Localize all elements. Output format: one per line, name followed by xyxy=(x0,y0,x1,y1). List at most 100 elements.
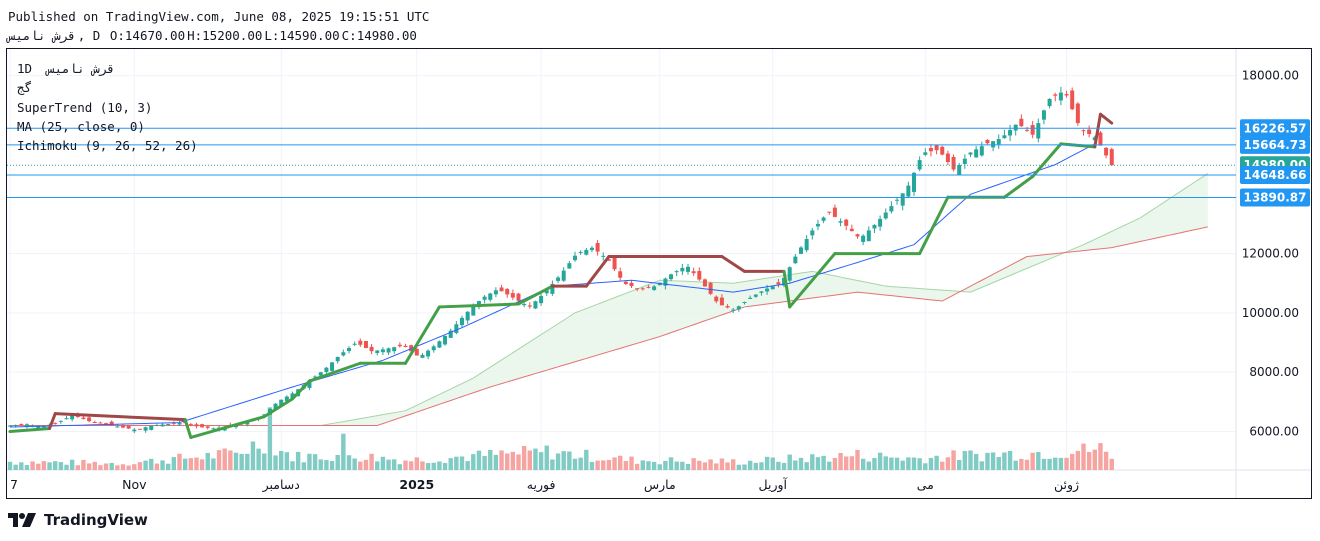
volume-bar xyxy=(731,459,736,470)
volume-bar xyxy=(239,453,244,470)
candle-body xyxy=(380,349,385,353)
supertrend-segment xyxy=(1002,174,1035,199)
volume-bar xyxy=(222,448,227,470)
candle-body xyxy=(1075,103,1080,124)
candle-body xyxy=(358,340,363,345)
volume-bar xyxy=(979,461,984,470)
y-tick-label: 12000.00 xyxy=(1242,247,1299,261)
candle-body xyxy=(748,297,753,299)
volume-bar xyxy=(98,465,103,470)
volume-bar xyxy=(928,457,934,470)
legend-ichimoku[interactable]: Ichimoku (9, 26, 52, 26) xyxy=(17,138,198,153)
volume-bar xyxy=(499,450,504,470)
volume-bar xyxy=(160,460,165,470)
candle-body xyxy=(1081,130,1086,132)
candle-body xyxy=(652,286,657,290)
volume-bar xyxy=(533,448,538,470)
candle-body xyxy=(578,252,583,254)
candle-body xyxy=(556,277,561,281)
volume-bar xyxy=(606,460,612,470)
supertrend-segment xyxy=(262,397,294,419)
volume-bar xyxy=(284,452,290,470)
legend-supertrend[interactable]: SuperTrend (10, 3) xyxy=(17,100,153,115)
open-value: O:14670.00 xyxy=(109,28,186,43)
candle-body xyxy=(719,297,724,306)
candle-body xyxy=(414,348,419,356)
candle-body xyxy=(691,271,696,274)
x-axis: 7 Nov دسامبر 2025 فوریه مارس آوریل می ژوئن xyxy=(10,477,1079,493)
candle-body xyxy=(804,238,809,251)
volume-bar xyxy=(787,454,792,470)
volume-bar xyxy=(697,460,702,470)
close-value: C:14980.00 xyxy=(341,28,417,43)
x-tick-label: ژوئن xyxy=(1054,477,1079,493)
supertrend-segment xyxy=(437,302,520,309)
volume-bar xyxy=(719,458,725,470)
candle-body xyxy=(753,294,758,297)
candle-body xyxy=(313,376,318,378)
ichimoku-span-b xyxy=(10,226,1208,427)
candle-body xyxy=(714,296,719,302)
volume-bar xyxy=(770,457,775,470)
candle-body xyxy=(646,286,651,288)
candle-body xyxy=(36,426,41,429)
x-tick-label: دسامبر xyxy=(262,477,300,493)
candle-body xyxy=(273,403,278,410)
volume-bar xyxy=(877,452,883,470)
candles xyxy=(8,86,1114,434)
x-tick-label: 7 xyxy=(10,477,18,492)
candle-body xyxy=(482,296,487,300)
candle-body xyxy=(770,286,775,290)
candle-body xyxy=(431,346,436,351)
volume-bar xyxy=(250,441,256,470)
x-tick-label: آوریل xyxy=(759,477,788,493)
candle-body xyxy=(53,423,58,425)
candle-body xyxy=(1104,147,1109,156)
candle-body xyxy=(527,305,532,307)
volume-bar xyxy=(872,458,877,470)
candle-body xyxy=(883,212,888,219)
supertrend-segment xyxy=(48,412,57,430)
tradingview-logo[interactable]: TradingView xyxy=(8,511,148,529)
volume-bar xyxy=(1070,453,1075,470)
y-tick-label: 8000.00 xyxy=(1249,365,1299,379)
volume-bar xyxy=(815,457,821,470)
volume-bar xyxy=(702,462,708,470)
volume-bar xyxy=(41,461,47,470)
legend-ma[interactable]: MA (25, close, 0) xyxy=(17,119,145,134)
candle-body xyxy=(392,347,397,352)
candle-body xyxy=(810,230,815,236)
volume-bar xyxy=(634,463,640,470)
price-level-badge xyxy=(1240,188,1310,207)
candle-body xyxy=(13,424,18,426)
supertrend-segment xyxy=(1093,112,1102,149)
volume-bar xyxy=(1019,458,1024,470)
volume-bar xyxy=(889,457,894,470)
candle-body xyxy=(437,341,442,348)
volume-bar xyxy=(403,460,408,470)
y-axis: 18000.00 12000.00 10000.00 8000.00 6000.00 xyxy=(1242,69,1299,439)
volume-bar xyxy=(166,463,171,470)
volume-bar xyxy=(860,458,866,470)
candle-body xyxy=(92,422,97,424)
price-level-label: 14648.66 xyxy=(1243,168,1306,182)
volume-bar xyxy=(19,462,24,470)
volume-bar xyxy=(505,453,510,470)
volume-bar xyxy=(454,456,459,470)
candle-body xyxy=(1064,94,1069,96)
chart-frame[interactable] xyxy=(6,48,1312,499)
candle-body xyxy=(945,153,950,163)
candle-body xyxy=(991,141,996,148)
volume-bar xyxy=(1013,460,1018,470)
candle-body xyxy=(1036,123,1041,139)
volume-bar xyxy=(295,451,301,470)
volume-bar xyxy=(595,460,600,470)
volume-bar xyxy=(171,457,177,470)
candle-body xyxy=(58,420,63,422)
volume-bar xyxy=(69,459,75,470)
y-tick-label: 6000.00 xyxy=(1249,424,1299,438)
volume-bar xyxy=(75,465,80,470)
volume-bar xyxy=(674,461,679,470)
candle-body xyxy=(849,228,854,232)
